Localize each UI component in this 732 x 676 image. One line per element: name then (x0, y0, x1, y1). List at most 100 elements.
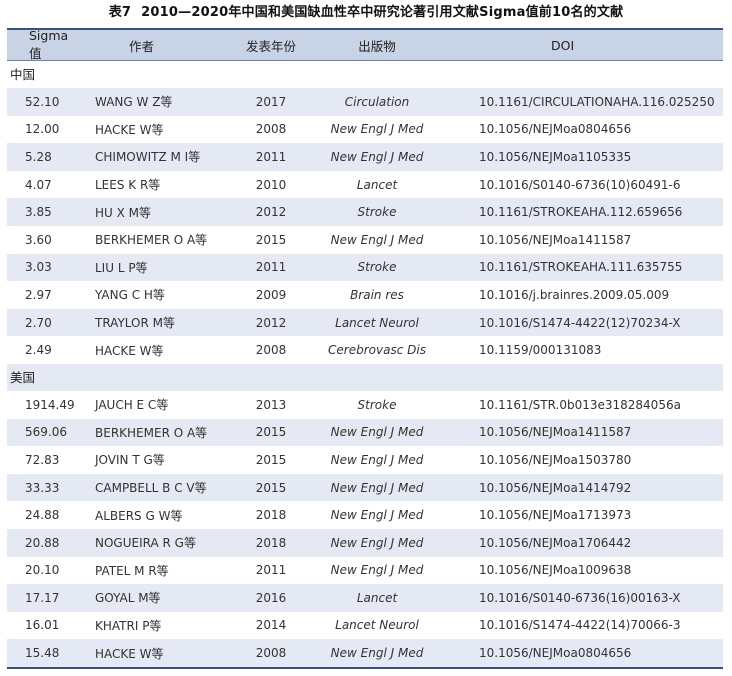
table-row: 12.00 HACKE W等 2008 New Engl J Med 10.1056/N… (7, 115, 723, 144)
table-row: 3.60 BERKHEMER O A等 2015 New Engl J Med 10.1… (7, 225, 723, 254)
journal-cell: Circulation (344, 94, 410, 109)
author-cell: LEES K R等 (95, 178, 161, 193)
journal-cell: Brain res (350, 287, 404, 302)
doi-cell: 10.1016/S0140-6736(16)00163-X (479, 590, 681, 605)
author-cell: YANG C H等 (95, 288, 165, 303)
sigma-cell: 12.00 (25, 122, 60, 137)
author-cell: HACKE W等 (95, 343, 164, 358)
doi-cell: 10.1161/CIRCULATIONAHA.116.025250 (479, 94, 715, 109)
year-cell: 2015 (255, 425, 287, 440)
author-cell: HACKE W等 (95, 122, 164, 137)
top-rule (7, 28, 723, 30)
doi-cell: 10.1056/NEJMoa1503780 (479, 452, 632, 467)
year-cell: 2015 (255, 232, 287, 247)
table-row: 2.70 TRAYLOR M等 2012 Lancet Neurol 10.1016/S… (7, 308, 723, 337)
author-cell: HU X M等 (95, 205, 152, 220)
sigma-cell: 17.17 (25, 590, 60, 605)
author-cell: ALBERS G W等 (95, 508, 183, 523)
journal-cell: Stroke (357, 205, 397, 220)
bottom-rule (7, 666, 723, 669)
journal-cell: Lancet (356, 177, 398, 192)
table-row: 1914.49 JAUCH E C等 2013 Stroke 10.1161/STR.0… (7, 390, 723, 419)
year-cell: 2017 (255, 94, 287, 109)
table-row: 16.01 KHATRI P等 2014 Lancet Neurol 10.1016/S… (7, 611, 723, 640)
author-cell: LIU L P等 (95, 260, 148, 275)
table-row: 24.88 ALBERS G W等 2018 New Engl J Med 10.105… (7, 501, 723, 529)
journal-cell: New Engl J Med (330, 563, 424, 578)
year-cell: 2011 (255, 260, 287, 275)
journal-cell: Lancet (356, 590, 398, 605)
journal-cell: New Engl J Med (330, 480, 424, 495)
year-cell: 2008 (255, 122, 287, 137)
table-row: 52.10 WANG W Z等 2017 Circulation 10.1161/CIR… (7, 88, 723, 116)
author-cell: JAUCH E C等 (95, 398, 169, 413)
author-cell: CAMPBELL B C V等 (95, 481, 207, 496)
doi-cell: 10.1161/STR.0b013e318284056a (479, 397, 681, 412)
doi-cell: 10.1016/S1474-4422(12)70234-X (479, 315, 681, 330)
header-doi: DOI (551, 37, 575, 53)
sigma-cell: 2.49 (25, 343, 52, 358)
table-row: 5.28 CHIMOWITZ M I等 2011 New Engl J Med 10.1… (7, 143, 723, 171)
author-cell: TRAYLOR M等 (95, 316, 175, 331)
journal-cell: New Engl J Med (330, 122, 424, 137)
journal-cell: Stroke (357, 397, 397, 412)
author-cell: GOYAL M等 (95, 591, 161, 606)
year-cell: 2014 (255, 618, 287, 633)
table-row: 3.85 HU X M等 2012 Stroke 10.1161/STROKEAHA.1… (7, 198, 723, 226)
year-cell: 2011 (255, 563, 287, 578)
journal-cell: New Engl J Med (330, 646, 424, 661)
table-row: 569.06 BERKHEMER O A等 2015 New Engl J Med 10… (7, 418, 723, 447)
author-cell: BERKHEMER O A等 (95, 233, 208, 248)
year-cell: 2008 (255, 646, 287, 661)
journal-cell: Stroke (357, 260, 397, 275)
doi-cell: 10.1016/j.brainres.2009.05.009 (479, 287, 670, 302)
sigma-cell: 15.48 (25, 646, 60, 661)
doi-cell: 10.1056/NEJMoa0804656 (479, 646, 632, 661)
data-table: Sigma值 作者 发表年份 出版物 DOI 中国 52.10 WANG W Z等 2… (7, 28, 723, 669)
sigma-cell: 3.03 (25, 260, 52, 275)
table-row: 33.33 CAMPBELL B C V等 2015 New Engl J Med 10… (7, 473, 723, 502)
table-row: 4.07 LEES K R等 2010 Lancet 10.1016/S0140-673… (7, 170, 723, 199)
journal-cell: New Engl J Med (330, 149, 424, 164)
doi-cell: 10.1056/NEJMoa1105335 (479, 149, 632, 164)
doi-cell: 10.1161/STROKEAHA.112.659656 (479, 205, 683, 220)
doi-cell: 10.1056/NEJMoa0804656 (479, 122, 632, 137)
sigma-cell: 52.10 (25, 94, 60, 109)
sigma-cell: 2.97 (25, 287, 52, 302)
sigma-cell: 569.06 (25, 425, 67, 440)
year-cell: 2018 (255, 535, 287, 550)
journal-cell: Lancet Neurol (335, 618, 419, 633)
sigma-cell: 20.88 (25, 535, 60, 550)
table-number: 表7 (108, 5, 132, 20)
year-cell: 2011 (255, 149, 287, 164)
table-body: 中国 52.10 WANG W Z等 2017 Circulation 10.1161/C… (7, 61, 723, 669)
year-cell: 2012 (255, 205, 287, 220)
table-row: 72.83 JOVIN T G等 2015 New Engl J Med 10.1056… (7, 446, 723, 474)
author-cell: NOGUEIRA R G等 (95, 536, 196, 551)
header-sigma: Sigma值 (29, 28, 69, 61)
group-label-china: 中国 (7, 61, 723, 88)
doi-cell: 10.1159/000131083 (479, 343, 602, 358)
year-cell: 2015 (255, 480, 287, 495)
doi-cell: 10.1161/STROKEAHA.111.635755 (479, 260, 683, 275)
year-cell: 2013 (255, 397, 287, 412)
sigma-cell: 3.85 (25, 205, 52, 220)
header-journal: 出版物 (358, 38, 396, 54)
sigma-cell: 3.60 (25, 232, 52, 247)
journal-cell: New Engl J Med (330, 508, 424, 523)
header-year: 发表年份 (245, 38, 296, 54)
table-title: 2010—2020年中国和美国缺血性卒中研究论著引用文献Sigma值前10名的文… (141, 5, 624, 20)
doi-cell: 10.1056/NEJMoa1411587 (479, 232, 632, 247)
doi-cell: 10.1056/NEJMoa1009638 (479, 563, 632, 578)
table-row: 15.48 HACKE W等 2008 New Engl J Med 10.1056/N… (7, 639, 723, 667)
sigma-cell: 4.07 (25, 177, 52, 192)
author-cell: HACKE W等 (95, 646, 164, 661)
doi-cell: 10.1056/NEJMoa1706442 (479, 535, 632, 550)
doi-cell: 10.1056/NEJMoa1411587 (479, 425, 632, 440)
sigma-cell: 24.88 (25, 508, 60, 523)
sigma-cell: 1914.49 (25, 397, 75, 412)
author-cell: BERKHEMER O A等 (95, 425, 208, 440)
table-row: 20.88 NOGUEIRA R G等 2018 New Engl J Med 10.1… (7, 528, 723, 557)
sigma-cell: 33.33 (25, 480, 60, 495)
year-cell: 2016 (255, 590, 287, 605)
